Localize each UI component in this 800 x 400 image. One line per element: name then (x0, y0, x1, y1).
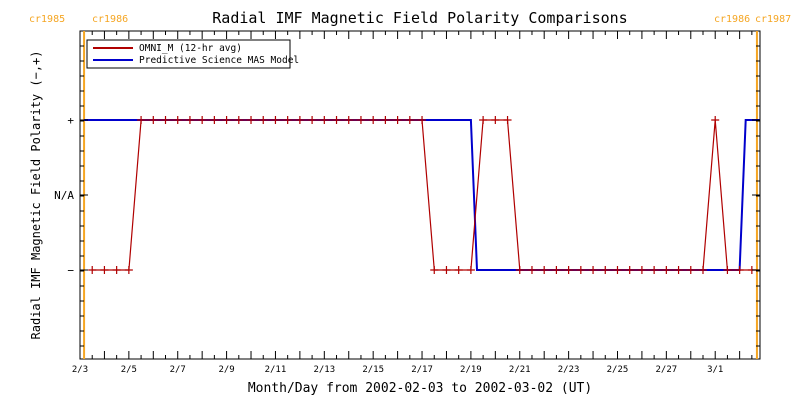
x-tick-label: 2/25 (607, 365, 629, 375)
x-tick-label: 2/9 (218, 365, 234, 375)
x-tick-label: 2/27 (656, 365, 678, 375)
data-point-marker (625, 266, 634, 274)
data-point-marker (698, 266, 707, 274)
data-point-marker (418, 116, 427, 124)
data-point-marker (222, 116, 231, 124)
data-point-marker (88, 266, 97, 274)
data-point-marker (576, 266, 585, 274)
data-point-marker (100, 266, 109, 274)
data-point-marker (210, 116, 219, 124)
data-point-marker (381, 116, 390, 124)
data-point-marker (454, 266, 463, 274)
x-tick-label: 2/5 (121, 365, 137, 375)
plot-frame (79, 30, 761, 360)
data-point-marker (674, 266, 683, 274)
data-point-marker (344, 116, 353, 124)
data-point-marker (124, 266, 133, 274)
chart-title: Radial IMF Magnetic Field Polarity Compa… (212, 9, 627, 27)
y-axis-label: Radial IMF Magnetic Field Polarity (−,+) (29, 51, 43, 340)
x-tick-label: 2/13 (313, 365, 335, 375)
x-tick-label: 2/19 (460, 365, 482, 375)
data-point-marker (491, 116, 500, 124)
x-tick-label: 2/21 (509, 365, 531, 375)
data-point-marker (466, 266, 475, 274)
legend-label-omni: OMNI_M (12-hr avg) (139, 43, 242, 54)
x-tick-label: 2/15 (362, 365, 384, 375)
data-point-marker (723, 266, 732, 274)
marker-label-right-1: cr1986 (92, 14, 128, 25)
x-tick-label: 2/3 (72, 365, 88, 375)
data-point-marker (637, 266, 646, 274)
y-tick-label: N/A (54, 189, 74, 202)
data-point-marker (613, 266, 622, 274)
y-tick-label: + (67, 114, 74, 127)
x-tick-label: 2/11 (265, 365, 287, 375)
legend: OMNI_M (12-hr avg) Predictive Science MA… (86, 39, 299, 69)
x-axis-ticks: 2/3 2/5 2/7 2/9 2/11 2/13 2/15 2/17 2/19 2/21 2/23… (72, 31, 753, 375)
data-point-marker (137, 116, 146, 124)
x-tick-label: 3/1 (707, 365, 723, 375)
legend-box (86, 39, 291, 69)
data-point-marker (686, 266, 695, 274)
legend-label-mas: Predictive Science MAS Model (139, 55, 299, 66)
data-point-marker (650, 266, 659, 274)
data-point-marker (198, 116, 207, 124)
data-point-marker (527, 266, 536, 274)
data-point-marker (552, 266, 561, 274)
data-point-marker (589, 266, 598, 274)
y-axis-ticks: + N/A − (54, 45, 760, 347)
data-point-marker (430, 266, 439, 274)
x-tick-label: 2/23 (558, 365, 580, 375)
data-point-marker (161, 116, 170, 124)
series-line-mas (84, 119, 760, 271)
data-point-marker (308, 116, 317, 124)
marker-label-left-1: cr1985 (29, 14, 65, 25)
y-tick-label: − (67, 264, 74, 277)
data-point-marker (112, 266, 121, 274)
data-point-marker (503, 116, 512, 124)
series-layer (84, 116, 760, 274)
data-point-marker (515, 266, 524, 274)
marker-label-left-2: cr1986 (714, 14, 750, 25)
carrington-lines (83, 31, 758, 359)
data-point-marker (735, 266, 744, 274)
marker-label-right-2: cr1987 (755, 14, 791, 25)
data-point-marker (393, 116, 402, 124)
x-tick-label: 2/7 (170, 365, 186, 375)
data-point-marker (295, 116, 304, 124)
data-point-marker (271, 116, 280, 124)
data-point-marker (540, 266, 549, 274)
data-point-marker (662, 266, 671, 274)
data-point-marker (149, 116, 158, 124)
data-point-marker (564, 266, 573, 274)
series-line-omni (92, 119, 760, 271)
data-point-marker (173, 116, 182, 124)
data-point-marker (442, 266, 451, 274)
data-point-marker (479, 116, 488, 124)
x-tick-label: 2/17 (411, 365, 433, 375)
x-axis-label: Month/Day from 2002-02-03 to 2002-03-02 … (248, 381, 592, 396)
data-point-marker (320, 116, 329, 124)
data-point-marker (332, 116, 341, 124)
data-point-marker (259, 116, 268, 124)
data-point-marker (369, 116, 378, 124)
data-point-marker (601, 266, 610, 274)
data-point-marker (234, 116, 243, 124)
data-point-marker (247, 116, 256, 124)
data-point-marker (356, 116, 365, 124)
data-point-marker (185, 116, 194, 124)
data-point-marker (711, 116, 720, 124)
data-point-marker (283, 116, 292, 124)
data-point-marker (405, 116, 414, 124)
